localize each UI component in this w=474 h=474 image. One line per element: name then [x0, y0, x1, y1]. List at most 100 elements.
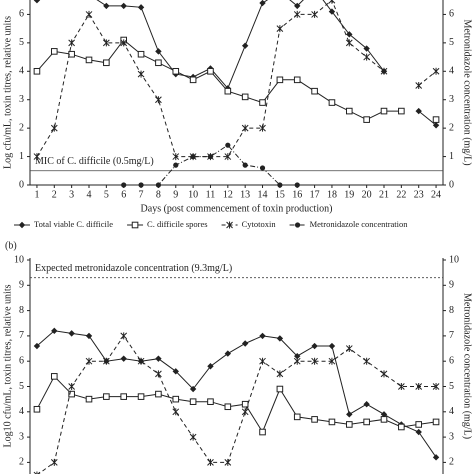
series-line: [36, 0, 437, 126]
legend-item: Total viable C. difficile: [14, 219, 113, 229]
marker: [432, 122, 440, 129]
marker: [207, 67, 214, 75]
y2-axis-label: Metronidazole concentration (mg/L): [462, 293, 473, 439]
annotation: Expected metronidazole concentration (9.…: [35, 263, 232, 274]
marker: [137, 4, 145, 11]
x-tick-label: 11: [206, 189, 216, 200]
marker: [225, 142, 231, 148]
annotation: MIC of C. difficile (0.5mg/L): [35, 156, 154, 167]
panel-title: (b): [5, 240, 17, 251]
x-tick-label: 3: [69, 189, 74, 200]
y-axis-label: Log cfu/mL, toxin titres, relative units: [2, 16, 13, 169]
y-tick-label: 5: [19, 37, 24, 48]
y2-tick-label: 2: [449, 122, 454, 133]
x-axis-label: Days (post commencement of toxin product…: [141, 203, 333, 214]
y-tick-label: 5: [19, 381, 24, 392]
marker: [415, 107, 422, 115]
marker: [311, 357, 318, 365]
marker: [276, 370, 284, 378]
x-tick-label: 19: [344, 189, 354, 200]
marker: [155, 96, 162, 104]
x-tick-label: 2: [52, 189, 57, 200]
marker: [68, 383, 76, 390]
marker: [294, 182, 300, 188]
marker: [259, 99, 266, 106]
x-tick-label: 16: [292, 189, 302, 200]
marker: [137, 70, 145, 78]
series-line: [36, 330, 437, 458]
marker: [102, 357, 110, 365]
marker: [276, 385, 284, 393]
marker: [259, 165, 266, 171]
marker: [85, 395, 93, 403]
y-tick-label: 1: [19, 151, 24, 162]
y2-tick-label: 7: [449, 330, 454, 341]
legend-item: Metronidazole concentration: [289, 219, 408, 229]
x-tick-label: 7: [139, 189, 144, 200]
marker: [311, 342, 318, 350]
marker: [50, 48, 58, 55]
y2-tick-label: 4: [449, 66, 454, 77]
marker: [68, 39, 76, 47]
x-tick-label: 13: [240, 189, 250, 200]
x-tick-label: 18: [327, 189, 337, 200]
marker: [172, 395, 180, 403]
marker: [415, 421, 423, 428]
marker: [241, 400, 249, 408]
y-tick-label: 10: [14, 254, 24, 265]
marker: [259, 357, 266, 365]
y2-axis-label: Metronidazole concentration (mg/L): [462, 19, 473, 165]
marker: [311, 87, 318, 95]
marker: [294, 352, 301, 360]
y2-tick-label: 9: [449, 280, 454, 291]
marker: [398, 423, 405, 431]
marker: [103, 59, 110, 67]
marker: [276, 25, 284, 33]
marker: [33, 405, 41, 413]
marker: [33, 471, 41, 474]
marker: [224, 87, 232, 95]
y2-tick-label: 4: [449, 406, 454, 417]
marker: [131, 221, 139, 229]
marker: [328, 8, 336, 15]
marker: [432, 454, 440, 461]
marker: [33, 153, 41, 161]
legend-label: C. difficile spores: [147, 219, 208, 229]
x-tick-label: 10: [188, 189, 198, 200]
y2-tick-label: 0: [449, 179, 454, 190]
marker: [155, 182, 162, 188]
marker: [137, 50, 145, 58]
marker: [276, 335, 284, 342]
marker: [432, 67, 440, 75]
marker: [328, 99, 336, 106]
y2-tick-label: 8: [449, 305, 454, 316]
marker: [293, 10, 301, 18]
x-tick-label: 4: [87, 189, 92, 200]
marker: [189, 385, 197, 393]
marker: [51, 327, 58, 335]
y-tick-label: 9: [19, 280, 24, 291]
marker: [33, 67, 41, 75]
marker: [328, 0, 336, 4]
x-tick-label: 14: [258, 189, 268, 200]
marker: [120, 2, 127, 10]
marker: [85, 10, 93, 18]
marker: [207, 398, 214, 405]
x-tick-label: 17: [310, 189, 320, 200]
marker: [241, 340, 249, 347]
marker: [120, 332, 128, 340]
marker: [137, 393, 145, 400]
marker: [85, 332, 93, 340]
marker: [207, 363, 214, 370]
marker: [397, 383, 405, 390]
marker: [224, 458, 232, 466]
marker: [103, 2, 110, 10]
marker: [328, 357, 336, 365]
marker: [155, 48, 162, 55]
marker: [415, 428, 422, 436]
marker: [224, 350, 232, 357]
marker: [311, 10, 318, 18]
marker: [120, 39, 128, 47]
y-tick-label: 3: [19, 94, 24, 105]
marker: [259, 428, 266, 436]
